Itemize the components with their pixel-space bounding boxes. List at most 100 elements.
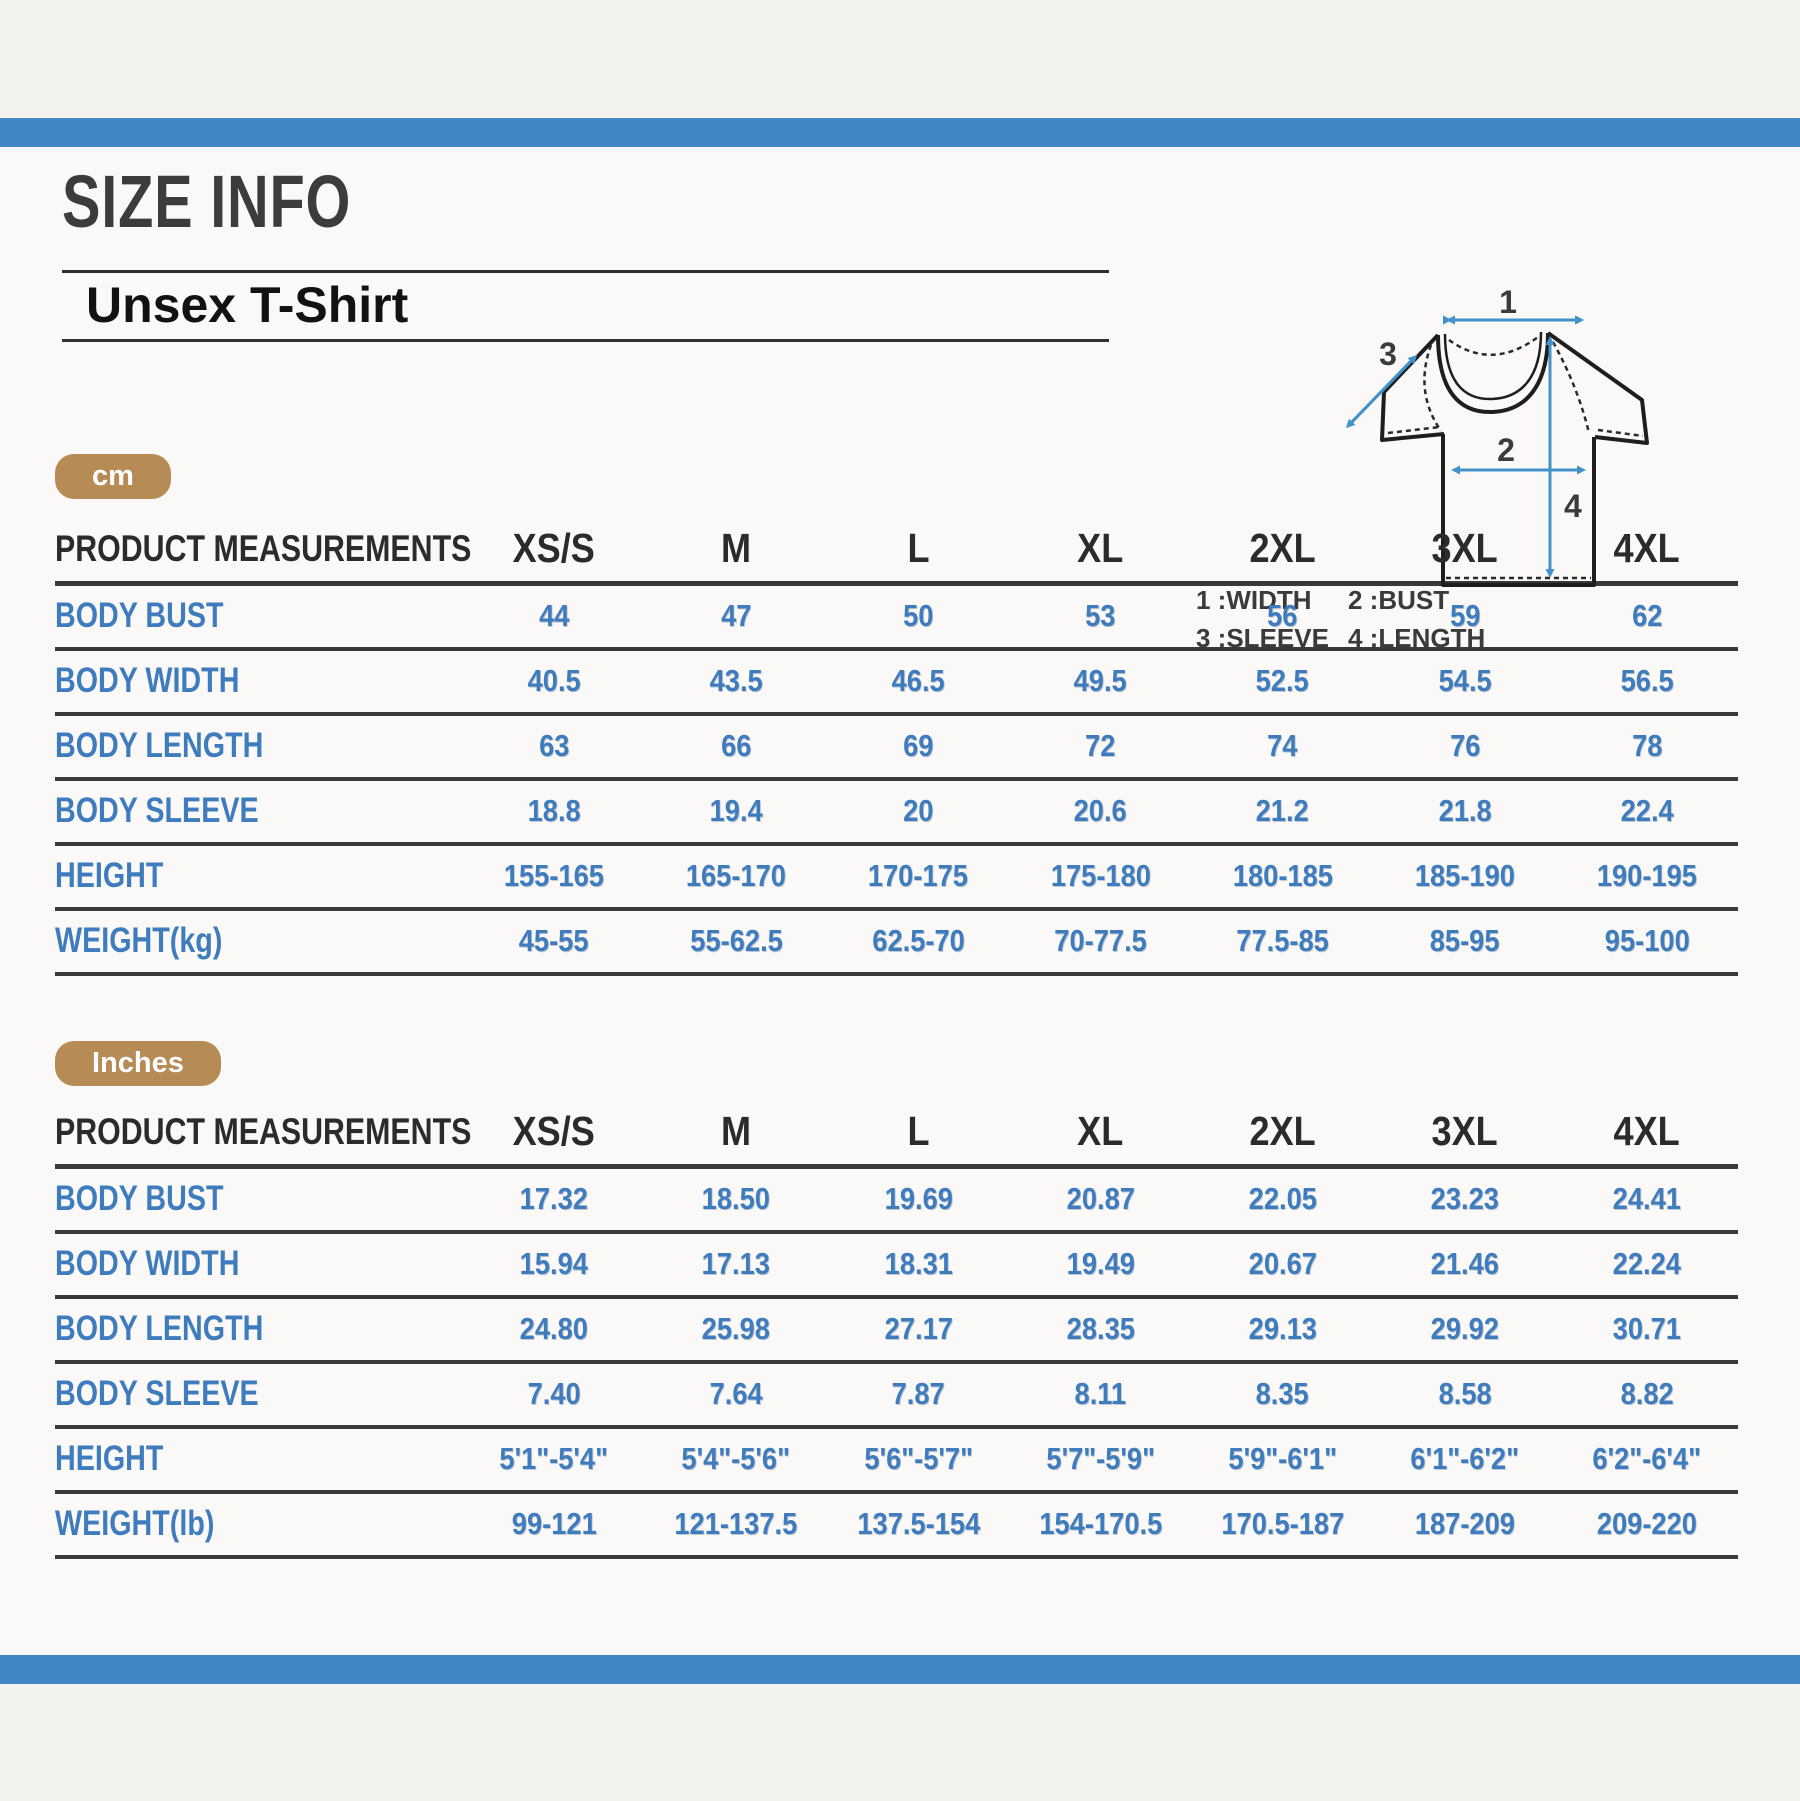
value-cell: 47 <box>721 598 752 634</box>
legend-item-4: 4 :LENGTH <box>1348 623 1486 653</box>
table-header-row: PRODUCT MEASUREMENTS XS/S M L XL 2XL 3XL 4XL <box>55 1100 1738 1169</box>
value-cell: 95-100 <box>1604 923 1690 959</box>
legend-item-1: 1 :WIDTH <box>1196 585 1312 615</box>
row-label: BODY LENGTH <box>55 726 264 766</box>
value-cell: 209-220 <box>1596 1506 1697 1542</box>
table-row: BODY SLEEVE 7.40 7.64 7.87 8.11 8.35 8.58 8.82 <box>55 1364 1738 1429</box>
value-cell: 56.5 <box>1620 663 1674 699</box>
diagram-legend: 1 :WIDTH 2 :BUST 3 :SLEEVE 4 :LENGTH <box>1196 585 1518 654</box>
size-column-header: L <box>907 525 930 572</box>
value-cell: 20.87 <box>1066 1181 1135 1217</box>
size-column-header: XS/S <box>512 525 596 572</box>
value-cell: 53 <box>1085 598 1116 634</box>
value-cell: 62.5-70 <box>872 923 965 959</box>
value-cell: 66 <box>721 728 752 764</box>
value-cell: 76 <box>1449 728 1480 764</box>
value-cell: 18.31 <box>884 1246 953 1282</box>
value-cell: 23.23 <box>1430 1181 1499 1217</box>
value-cell: 25.98 <box>702 1311 771 1347</box>
value-cell: 49.5 <box>1073 663 1128 699</box>
size-column-header: XL <box>1077 1108 1124 1155</box>
marker-1-width: 1 <box>1499 287 1517 320</box>
size-column-header: 4XL <box>1613 525 1681 572</box>
table-row: BODY LENGTH 63 66 69 72 74 76 78 <box>55 716 1738 781</box>
table-row: BODY LENGTH 24.80 25.98 27.17 28.35 29.13 29.9… <box>55 1299 1738 1364</box>
value-cell: 85-95 <box>1429 923 1500 959</box>
size-column-header: XL <box>1077 525 1124 572</box>
value-cell: 155-165 <box>503 858 605 894</box>
size-column-header: M <box>721 1108 752 1155</box>
value-cell: 45-55 <box>519 923 589 959</box>
value-cell: 99-121 <box>511 1506 597 1542</box>
value-cell: 5'4"-5'6" <box>681 1441 791 1477</box>
product-subtitle: Unsex T-Shirt <box>86 276 409 333</box>
table-row: BODY SLEEVE 18.8 19.4 20 20.6 21.2 21.8 22.4 <box>55 781 1738 846</box>
value-cell: 17.13 <box>702 1246 771 1282</box>
size-column-header: 3XL <box>1431 525 1498 572</box>
value-cell: 5'7"-5'9" <box>1046 1441 1155 1477</box>
value-cell: 40.5 <box>527 663 581 699</box>
row-label: BODY WIDTH <box>55 1244 240 1284</box>
value-cell: 187-209 <box>1414 1506 1515 1542</box>
value-cell: 180-185 <box>1232 858 1333 894</box>
row-label: WEIGHT(kg) <box>55 921 223 961</box>
value-cell: 137.5-154 <box>856 1506 980 1542</box>
table-row: HEIGHT 155-165 165-170 170-175 175-180 180-18… <box>55 846 1738 911</box>
bottom-accent-bar <box>0 1655 1800 1684</box>
value-cell: 56 <box>1267 598 1298 634</box>
table-row: BODY WIDTH 40.5 43.5 46.5 49.5 52.5 54.5 56.5 <box>55 651 1738 716</box>
value-cell: 50 <box>903 598 934 634</box>
value-cell: 19.69 <box>884 1181 953 1217</box>
value-cell: 21.46 <box>1430 1246 1499 1282</box>
arrow-number-labels: 1 2 3 4 <box>1379 284 1582 524</box>
size-table-cm: cm PRODUCT MEASUREMENTS XS/S M L XL 2XL 3XL 4XL B… <box>55 453 1738 976</box>
marker-4-length: 4 <box>1564 488 1582 524</box>
row-label: BODY BUST <box>55 596 224 636</box>
table-row: HEIGHT 5'1"-5'4" 5'4"-5'6" 5'6"-5'7" 5'7"-5'… <box>55 1429 1738 1494</box>
value-cell: 21.8 <box>1438 793 1492 829</box>
value-cell: 17.32 <box>519 1181 589 1217</box>
tshirt-outline <box>1380 331 1649 587</box>
row-label: BODY SLEEVE <box>55 1374 259 1414</box>
value-cell: 59 <box>1449 598 1480 634</box>
size-table-inches: Inches PRODUCT MEASUREMENTS XS/S M L XL 2XL 3XL… <box>55 1040 1738 1559</box>
marker-3-sleeve: 3 <box>1379 336 1397 372</box>
value-cell: 27.17 <box>884 1311 953 1347</box>
value-cell: 30.71 <box>1612 1311 1682 1347</box>
top-accent-bar <box>0 118 1800 147</box>
value-cell: 77.5-85 <box>1236 923 1329 959</box>
value-cell: 20.67 <box>1248 1246 1317 1282</box>
value-cell: 29.92 <box>1430 1311 1499 1347</box>
value-cell: 154-170.5 <box>1039 1506 1162 1542</box>
table-row: WEIGHT(kg) 45-55 55-62.5 62.5-70 70-77.5 77.5… <box>55 911 1738 976</box>
value-cell: 70-77.5 <box>1054 923 1147 959</box>
unit-badge-inches: Inches <box>55 1040 221 1086</box>
value-cell: 24.41 <box>1612 1181 1682 1217</box>
value-cell: 69 <box>903 728 934 764</box>
table-row: BODY BUST 44 47 50 53 56 59 62 <box>55 586 1738 651</box>
value-cell: 44 <box>538 598 570 634</box>
value-cell: 43.5 <box>709 663 763 699</box>
value-cell: 46.5 <box>891 663 945 699</box>
value-cell: 170.5-187 <box>1221 1506 1345 1542</box>
value-cell: 63 <box>538 728 570 764</box>
value-cell: 78 <box>1631 728 1663 764</box>
unit-badge-cm: cm <box>55 453 171 499</box>
value-cell: 8.11 <box>1074 1376 1127 1412</box>
value-cell: 22.24 <box>1612 1246 1682 1282</box>
value-cell: 28.35 <box>1066 1311 1135 1347</box>
table-row: WEIGHT(lb) 99-121 121-137.5 137.5-154 154-17… <box>55 1494 1738 1559</box>
top-margin-strip <box>0 0 1800 118</box>
value-cell: 6'2"-6'4" <box>1592 1441 1702 1477</box>
size-column-header: 4XL <box>1613 1108 1681 1155</box>
size-column-header: L <box>907 1108 930 1155</box>
value-cell: 5'9"-6'1" <box>1228 1441 1337 1477</box>
bottom-margin-strip <box>0 1684 1800 1801</box>
tshirt-diagram-svg: 1 2 3 4 <box>1345 284 1649 587</box>
value-cell: 24.80 <box>519 1311 589 1347</box>
value-cell: 6'1"-6'2" <box>1410 1441 1520 1477</box>
value-cell: 74 <box>1267 728 1298 764</box>
subtitle-box: Unsex T-Shirt <box>62 269 1109 342</box>
value-cell: 5'6"-5'7" <box>864 1441 973 1477</box>
value-cell: 21.2 <box>1256 793 1310 829</box>
